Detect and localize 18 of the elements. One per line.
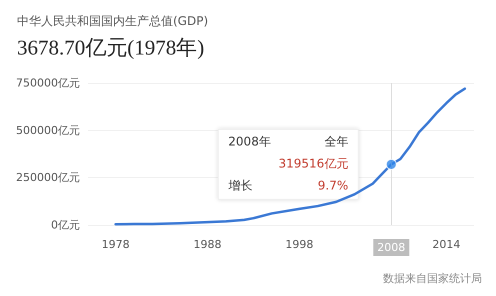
text: 数据来自国家统计局: [383, 272, 482, 285]
x-tick-label: 2008: [377, 241, 406, 254]
x-tick-label: 1988: [193, 238, 222, 251]
y-tick-label: 250000亿元: [16, 171, 80, 184]
x-tick-label: 1998: [285, 238, 314, 251]
x-tick-label: 1978: [102, 238, 130, 251]
y-tick-label: 750000亿元: [16, 76, 80, 90]
annotation: 9.7%: [318, 178, 348, 192]
y-tick-label: 500000亿元: [16, 124, 80, 137]
y-tick-label: 0亿元: [51, 218, 80, 232]
annotation: 2008年: [228, 134, 271, 148]
annotation: 全年: [324, 134, 348, 148]
line-series: [114, 87, 466, 226]
annotation: 319516亿元: [278, 156, 348, 170]
chart-title: 中华人民共和国国内生产总值(GDP): [17, 14, 208, 28]
chart-subtitle: 3678.70亿元(1978年): [17, 36, 204, 60]
x-tick-label: 2014: [432, 238, 460, 251]
annotation: 增长: [227, 178, 252, 192]
